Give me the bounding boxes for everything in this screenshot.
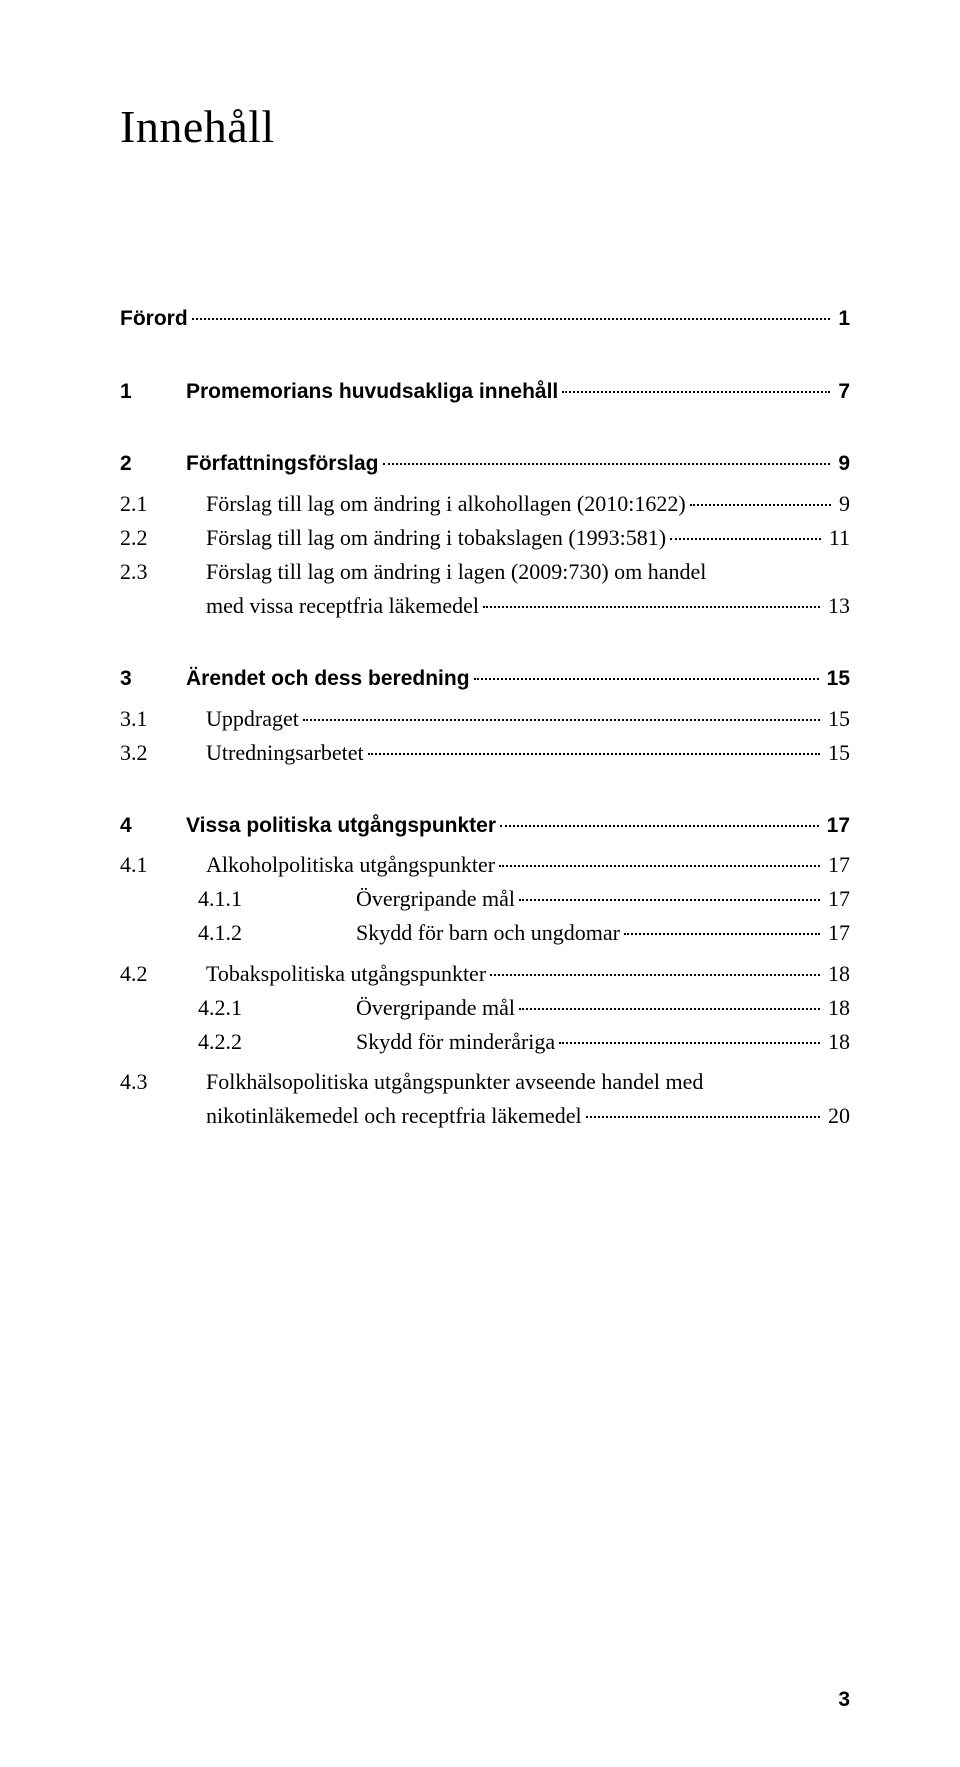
toc-text: Uppdraget [206,702,299,736]
toc-text: Alkoholpolitiska utgångspunkter [206,848,495,882]
toc-entry-2: 2 Författningsförslag 9 [120,448,850,481]
toc-text: Vissa politiska utgångspunkter [186,810,496,843]
toc-num: 4.2 [120,957,206,991]
toc-num: 4 [120,810,186,843]
toc-num: 4.2.1 [120,991,356,1025]
toc-text: Författningsförslag [186,448,379,481]
leader-dots [624,933,820,935]
toc-text: Övergripande mål [356,882,515,916]
toc-entry-1: 1 Promemorians huvudsakliga innehåll 7 [120,376,850,409]
toc-page: 18 [824,957,850,991]
leader-dots [670,538,821,540]
toc-entry-2-2: 2.2 Förslag till lag om ändring i tobaks… [120,521,850,555]
toc-page: 17 [824,882,850,916]
leader-dots [562,391,830,393]
toc-page: 11 [825,521,850,555]
leader-dots [690,504,831,506]
toc-entry-2-1: 2.1 Förslag till lag om ändring i alkoho… [120,487,850,521]
toc-page: 15 [823,663,850,696]
leader-dots [500,825,819,827]
page-title: Innehåll [120,100,850,153]
page-number: 3 [838,1688,850,1712]
toc-text: Promemorians huvudsakliga innehåll [186,376,558,409]
toc-entry-4-3: 4.3 Folkhälsopolitiska utgångspunkter av… [120,1065,850,1133]
toc-entry-4-2: 4.2 Tobakspolitiska utgångspunkter 18 [120,957,850,991]
toc-num: 2.2 [120,521,206,555]
toc-entry-3: 3 Ärendet och dess beredning 15 [120,663,850,696]
toc-page: 18 [824,1025,850,1059]
toc-text: med vissa receptfria läkemedel [206,589,479,623]
toc-text: Förslag till lag om ändring i alkohollag… [206,487,686,521]
toc-num: 3.2 [120,736,206,770]
toc-page: 17 [823,810,850,843]
toc-page: 15 [824,736,850,770]
toc-text: Utredningsarbetet [206,736,364,770]
toc-page: 13 [824,589,850,623]
toc-entry-4: 4 Vissa politiska utgångspunkter 17 [120,810,850,843]
leader-dots [368,753,820,755]
leader-dots [559,1042,820,1044]
toc-text: nikotinläkemedel och receptfria läkemede… [206,1099,582,1133]
toc-page: 9 [834,448,850,481]
leader-dots [383,463,831,465]
table-of-contents: Förord 1 1 Promemorians huvudsakliga inn… [120,303,850,1133]
toc-entry-3-2: 3.2 Utredningsarbetet 15 [120,736,850,770]
leader-dots [519,899,820,901]
toc-num: 2.1 [120,487,206,521]
toc-entry-4-1-2: 4.1.2 Skydd för barn och ungdomar 17 [120,916,850,950]
leader-dots [490,974,820,976]
toc-num: 4.1.1 [120,882,356,916]
toc-page: 18 [824,991,850,1025]
toc-num: 4.2.2 [120,1025,356,1059]
toc-num: 1 [120,376,186,409]
toc-text: Övergripande mål [356,991,515,1025]
toc-page: 17 [824,916,850,950]
toc-entry-4-1: 4.1 Alkoholpolitiska utgångspunkter 17 [120,848,850,882]
toc-page: 7 [834,376,850,409]
leader-dots [483,606,820,608]
leader-dots [519,1008,820,1010]
toc-num: 2 [120,448,186,481]
toc-text: Skydd för barn och ungdomar [356,916,620,950]
leader-dots [586,1116,820,1118]
toc-page: 1 [834,303,850,336]
leader-dots [303,719,820,721]
toc-num: 4.1.2 [120,916,356,950]
toc-page: 20 [824,1099,850,1133]
toc-page: 15 [824,702,850,736]
toc-text: Förslag till lag om ändring i lagen (200… [206,555,706,589]
toc-text: Folkhälsopolitiska utgångspunkter avseen… [206,1065,703,1099]
toc-num: 4.3 [120,1065,206,1099]
toc-text: Förord [120,303,188,336]
toc-entry-4-2-1: 4.2.1 Övergripande mål 18 [120,991,850,1025]
toc-entry-2-3: 2.3 Förslag till lag om ändring i lagen … [120,555,850,623]
toc-entry-3-1: 3.1 Uppdraget 15 [120,702,850,736]
leader-dots [192,318,831,320]
toc-text: Skydd för minderåriga [356,1025,555,1059]
leader-dots [499,865,820,867]
toc-page: 9 [835,487,850,521]
toc-page: 17 [824,848,850,882]
toc-num: 4.1 [120,848,206,882]
toc-text: Ärendet och dess beredning [186,663,470,696]
toc-entry-forord: Förord 1 [120,303,850,336]
toc-entry-4-1-1: 4.1.1 Övergripande mål 17 [120,882,850,916]
document-page: Innehåll Förord 1 1 Promemorians huvudsa… [0,0,960,1767]
toc-entry-4-2-2: 4.2.2 Skydd för minderåriga 18 [120,1025,850,1059]
leader-dots [474,678,819,680]
toc-num: 2.3 [120,555,206,589]
toc-num: 3 [120,663,186,696]
toc-num: 3.1 [120,702,206,736]
toc-text: Förslag till lag om ändring i tobakslage… [206,521,666,555]
toc-text: Tobakspolitiska utgångspunkter [206,957,486,991]
